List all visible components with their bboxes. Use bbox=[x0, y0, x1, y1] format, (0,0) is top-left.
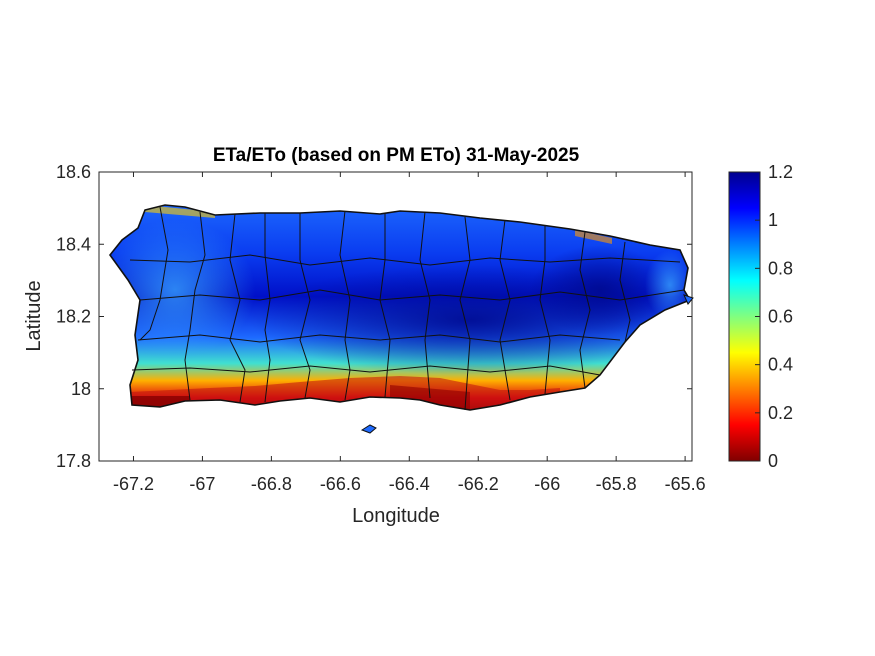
x-tick-label: -65.8 bbox=[596, 474, 637, 494]
y-axis-label: Latitude bbox=[23, 280, 45, 351]
y-axis-ticks: 17.8 18 18.2 18.4 18.6 bbox=[56, 162, 692, 471]
y-tick-label: 18.4 bbox=[56, 234, 91, 254]
east-core-high bbox=[530, 245, 670, 335]
y-tick-label: 18.2 bbox=[56, 307, 91, 327]
x-tick-label: -66.4 bbox=[389, 474, 430, 494]
x-tick-label: -67 bbox=[189, 474, 215, 494]
north-coast-fringe bbox=[145, 205, 215, 218]
x-axis-ticks: -67.2 -67 -66.8 -66.6 -66.4 -66.2 -66 -65.8 -65.… bbox=[113, 172, 706, 494]
y-tick-label: 18.6 bbox=[56, 162, 91, 182]
x-tick-label: -66.2 bbox=[458, 474, 499, 494]
y-tick-label: 17.8 bbox=[56, 451, 91, 471]
colorbar-tick-label: 0.4 bbox=[768, 355, 793, 375]
x-axis-label: Longitude bbox=[352, 505, 440, 527]
x-tick-label: -66.6 bbox=[320, 474, 361, 494]
colorbar-tick-label: 1.2 bbox=[768, 162, 793, 182]
offshore-islets bbox=[360, 294, 694, 434]
chart-title: ETa/ETo (based on PM ETo) 31-May-2025 bbox=[213, 145, 580, 166]
colorbar-tick-label: 0 bbox=[768, 451, 778, 471]
colorbar-tick-label: 0.6 bbox=[768, 307, 793, 327]
x-tick-label: -65.6 bbox=[665, 474, 706, 494]
x-tick-label: -66.8 bbox=[251, 474, 292, 494]
colorbar-tick-label: 1 bbox=[768, 210, 778, 230]
colorbar-ticks: 0 0.2 0.4 0.6 0.8 1 1.2 bbox=[755, 162, 793, 471]
colorbar-tick-label: 0.2 bbox=[768, 403, 793, 423]
y-tick-label: 18 bbox=[71, 379, 91, 399]
x-tick-label: -66 bbox=[534, 474, 560, 494]
colorbar-tick-label: 0.8 bbox=[768, 258, 793, 278]
northeast-coast-fringe bbox=[575, 230, 612, 244]
x-tick-label: -67.2 bbox=[113, 474, 154, 494]
municipality-borders bbox=[109, 204, 691, 411]
